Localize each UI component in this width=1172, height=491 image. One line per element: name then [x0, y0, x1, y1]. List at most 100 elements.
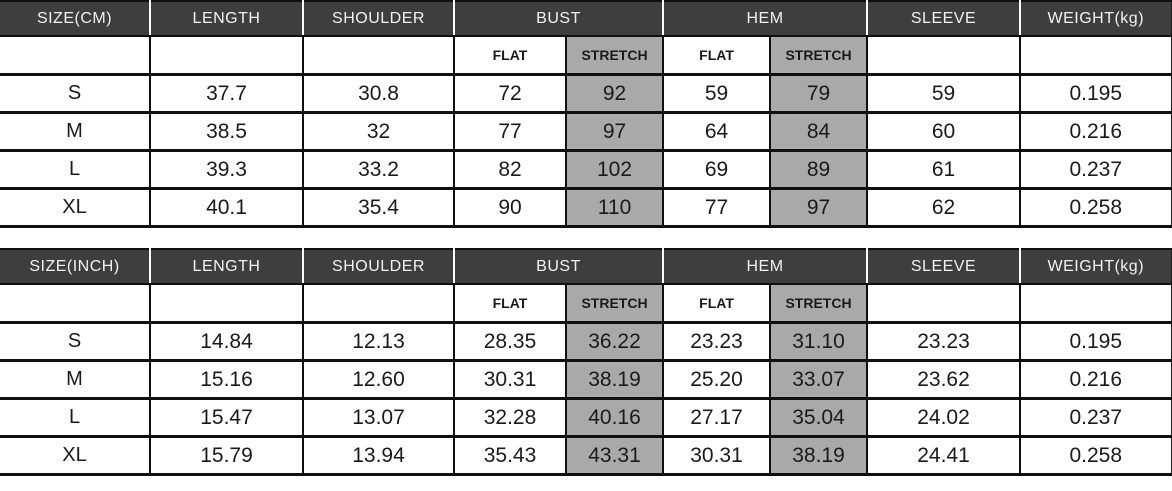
subheader-bust-stretch: STRETCH [564, 283, 665, 324]
hem-stretch-value: 31.10 [769, 321, 869, 362]
shoulder-value: 12.13 [302, 321, 455, 362]
bust-stretch-value: 102 [564, 149, 665, 190]
bust-stretch-value: 40.16 [564, 397, 665, 438]
header-row: SIZE(INCH) LENGTH SHOULDER BUST HEM SLEE… [0, 248, 1172, 285]
shoulder-value: 13.94 [302, 435, 455, 476]
subheader-bust-flat: FLAT [453, 35, 567, 76]
size-label: XL [0, 187, 151, 228]
bust-stretch-value: 38.19 [564, 359, 665, 400]
col-header-size: SIZE(INCH) [0, 248, 151, 285]
shoulder-value: 13.07 [302, 397, 455, 438]
bust-flat-value: 30.31 [453, 359, 567, 400]
shoulder-value: 30.8 [302, 73, 455, 114]
length-value: 15.79 [149, 435, 304, 476]
size-label: L [0, 149, 151, 190]
hem-stretch-value: 84 [769, 111, 869, 152]
col-header-weight: WEIGHT(kg) [1019, 0, 1172, 37]
table-row-s: S 37.7 30.8 72 92 59 79 59 0.195 [0, 73, 1172, 114]
header-row: SIZE(CM) LENGTH SHOULDER BUST HEM SLEEVE… [0, 0, 1172, 37]
length-value: 39.3 [149, 149, 304, 190]
blank-cell [302, 283, 455, 324]
subheader-hem-stretch: STRETCH [769, 283, 869, 324]
sleeve-value: 24.41 [866, 435, 1022, 476]
length-value: 14.84 [149, 321, 304, 362]
bust-flat-value: 82 [453, 149, 567, 190]
bust-stretch-value: 36.22 [564, 321, 665, 362]
blank-cell [302, 35, 455, 76]
subheader-bust-stretch: STRETCH [564, 35, 665, 76]
hem-flat-value: 59 [662, 73, 772, 114]
hem-stretch-value: 35.04 [769, 397, 869, 438]
length-value: 15.16 [149, 359, 304, 400]
hem-flat-value: 77 [662, 187, 772, 228]
hem-flat-value: 25.20 [662, 359, 772, 400]
weight-value: 0.216 [1019, 111, 1172, 152]
table-spacer [0, 228, 1172, 248]
weight-value: 0.195 [1019, 73, 1172, 114]
bust-stretch-value: 43.31 [564, 435, 665, 476]
col-header-hem: HEM [662, 0, 869, 37]
blank-cell [0, 35, 151, 76]
bust-flat-value: 28.35 [453, 321, 567, 362]
table-row-xl: XL 40.1 35.4 90 110 77 97 62 0.258 [0, 187, 1172, 228]
hem-flat-value: 64 [662, 111, 772, 152]
blank-cell [1019, 35, 1172, 76]
hem-flat-value: 27.17 [662, 397, 772, 438]
weight-value: 0.237 [1019, 397, 1172, 438]
table-row-xl: XL 15.79 13.94 35.43 43.31 30.31 38.19 2… [0, 435, 1172, 476]
hem-stretch-value: 89 [769, 149, 869, 190]
sleeve-value: 62 [866, 187, 1022, 228]
subheader-bust-flat: FLAT [453, 283, 567, 324]
shoulder-value: 35.4 [302, 187, 455, 228]
hem-stretch-value: 33.07 [769, 359, 869, 400]
size-table-inch: SIZE(INCH) LENGTH SHOULDER BUST HEM SLEE… [0, 248, 1172, 476]
hem-stretch-value: 97 [769, 187, 869, 228]
size-label: S [0, 73, 151, 114]
hem-flat-value: 30.31 [662, 435, 772, 476]
blank-cell [866, 283, 1022, 324]
hem-stretch-value: 79 [769, 73, 869, 114]
size-table-cm: SIZE(CM) LENGTH SHOULDER BUST HEM SLEEVE… [0, 0, 1172, 228]
col-header-shoulder: SHOULDER [302, 0, 455, 37]
bust-flat-value: 90 [453, 187, 567, 228]
subheader-hem-flat: FLAT [662, 35, 772, 76]
table-row-m: M 38.5 32 77 97 64 84 60 0.216 [0, 111, 1172, 152]
bust-stretch-value: 97 [564, 111, 665, 152]
size-label: L [0, 397, 151, 438]
size-label: S [0, 321, 151, 362]
blank-cell [1019, 283, 1172, 324]
col-header-weight: WEIGHT(kg) [1019, 248, 1172, 285]
hem-stretch-value: 38.19 [769, 435, 869, 476]
size-label: XL [0, 435, 151, 476]
bust-stretch-value: 92 [564, 73, 665, 114]
blank-cell [149, 35, 304, 76]
size-label: M [0, 111, 151, 152]
hem-flat-value: 69 [662, 149, 772, 190]
col-header-bust: BUST [452, 248, 665, 285]
sleeve-value: 59 [866, 73, 1022, 114]
weight-value: 0.216 [1019, 359, 1172, 400]
length-value: 15.47 [149, 397, 304, 438]
col-header-hem: HEM [662, 248, 869, 285]
shoulder-value: 32 [302, 111, 455, 152]
col-header-size: SIZE(CM) [0, 0, 151, 37]
sleeve-value: 23.62 [866, 359, 1022, 400]
bust-flat-value: 77 [453, 111, 567, 152]
col-header-length: LENGTH [149, 248, 304, 285]
bust-stretch-value: 110 [564, 187, 665, 228]
blank-cell [0, 283, 151, 324]
sleeve-value: 61 [866, 149, 1022, 190]
table-row-l: L 15.47 13.07 32.28 40.16 27.17 35.04 24… [0, 397, 1172, 438]
subheader-row: FLAT STRETCH FLAT STRETCH [0, 283, 1172, 324]
bust-flat-value: 35.43 [453, 435, 567, 476]
length-value: 37.7 [149, 73, 304, 114]
subheader-hem-flat: FLAT [662, 283, 772, 324]
table-row-l: L 39.3 33.2 82 102 69 89 61 0.237 [0, 149, 1172, 190]
weight-value: 0.195 [1019, 321, 1172, 362]
shoulder-value: 33.2 [302, 149, 455, 190]
sleeve-value: 23.23 [866, 321, 1022, 362]
table-row-s: S 14.84 12.13 28.35 36.22 23.23 31.10 23… [0, 321, 1172, 362]
subheader-row: FLAT STRETCH FLAT STRETCH [0, 35, 1172, 76]
weight-value: 0.237 [1019, 149, 1172, 190]
weight-value: 0.258 [1019, 187, 1172, 228]
